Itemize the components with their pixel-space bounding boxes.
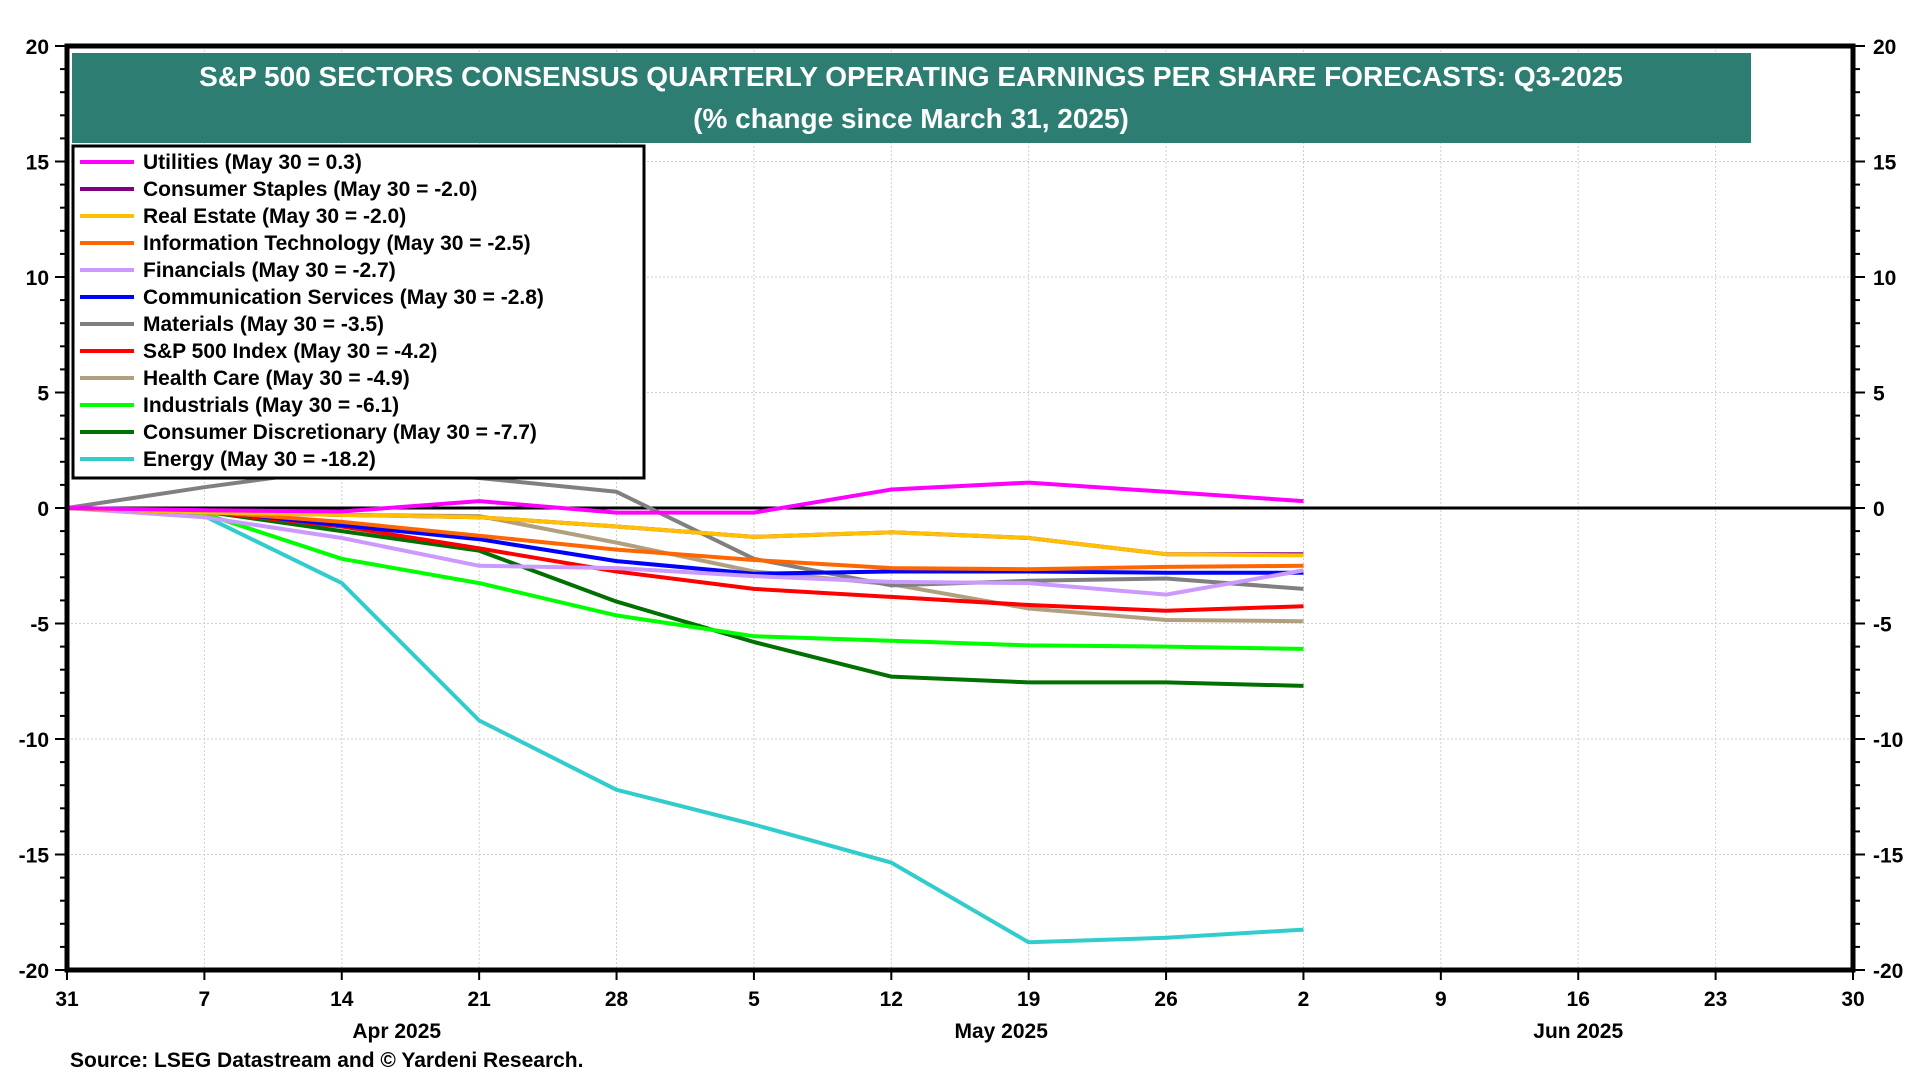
y-tick-label-right: 20 (1873, 36, 1896, 59)
y-tick-label-left: -10 (19, 729, 49, 752)
legend-label: Financials (May 30 = -2.7) (143, 259, 396, 282)
x-tick-label: 19 (1017, 988, 1040, 1011)
x-tick-label: 31 (55, 988, 79, 1011)
series-line-industrials (66, 506, 1304, 651)
y-tick-label-right: -20 (1873, 960, 1903, 983)
y-tick-label-left: 10 (26, 267, 49, 290)
legend-label: Health Care (May 30 = -4.9) (143, 367, 410, 390)
y-tick-label-right: 5 (1873, 383, 1885, 406)
y-tick-label-right: -10 (1873, 729, 1903, 752)
x-tick-label: 21 (467, 988, 491, 1011)
legend-label: Consumer Discretionary (May 30 = -7.7) (143, 421, 537, 444)
x-tick-label: 30 (1841, 988, 1864, 1011)
month-labels: Apr 2025 May 2025 Jun 2025 (352, 1020, 1623, 1043)
grid-layer (67, 46, 1853, 970)
y-tick-label-left: -5 (30, 614, 49, 637)
legend-label: Consumer Staples (May 30 = -2.0) (143, 178, 477, 201)
x-tick-label: 12 (880, 988, 903, 1011)
legend-label: S&P 500 Index (May 30 = -4.2) (143, 340, 437, 363)
x-tick-label: 26 (1154, 988, 1177, 1011)
y-tick-label-left: 20 (26, 36, 49, 59)
month-label: May 2025 (955, 1020, 1049, 1043)
y-tick-label-right: 0 (1873, 498, 1885, 521)
axes: 20 20 15 15 10 10 5 5 0 0 -5 -5 -10 -10 -15 -15 -20 -20 31… (19, 36, 1904, 1011)
y-tick-label-left: 5 (37, 383, 49, 406)
y-tick-label-left: -20 (19, 960, 49, 983)
y-tick-label-right: -15 (1873, 845, 1904, 868)
x-tick-label: 14 (330, 988, 354, 1011)
legend-box (71, 144, 646, 480)
x-tick-label: 9 (1435, 988, 1447, 1011)
series-line-information-technology (66, 506, 1304, 572)
legend-label: Utilities (May 30 = 0.3) (143, 151, 362, 174)
series-layer (66, 466, 1304, 945)
legend-label: Real Estate (May 30 = -2.0) (143, 205, 406, 228)
legend-label: Communication Services (May 30 = -2.8) (143, 286, 544, 309)
y-tick-label-left: 0 (37, 498, 49, 521)
y-tick-label-left: -15 (19, 845, 50, 868)
y-tick-label-right: 10 (1873, 267, 1896, 290)
x-tick-label: 7 (199, 988, 211, 1011)
chart-subtitle: (% change since March 31, 2025) (693, 103, 1129, 134)
legend-label: Industrials (May 30 = -6.1) (143, 394, 399, 417)
y-tick-label-right: -5 (1873, 614, 1892, 637)
x-tick-label: 5 (748, 988, 760, 1011)
x-tick-label: 23 (1704, 988, 1727, 1011)
legend-label: Materials (May 30 = -3.5) (143, 313, 384, 336)
chart-title: S&P 500 SECTORS CONSENSUS QUARTERLY OPER… (199, 61, 1623, 92)
series-line-utilities (66, 480, 1304, 515)
legend: Utilities (May 30 = 0.3) Consumer Staples… (71, 144, 646, 480)
series-line-financials (66, 506, 1304, 597)
x-tick-label: 28 (605, 988, 629, 1011)
title-banner (72, 53, 1751, 143)
x-tick-label: 16 (1567, 988, 1590, 1011)
y-tick-label-right: 15 (1873, 152, 1897, 175)
legend-label: Information Technology (May 30 = -2.5) (143, 232, 531, 255)
month-label: Jun 2025 (1533, 1020, 1623, 1043)
month-label: Apr 2025 (352, 1020, 441, 1043)
x-tick-label: 2 (1298, 988, 1310, 1011)
y-tick-label-left: 15 (26, 152, 50, 175)
source-note: Source: LSEG Datastream and © Yardeni Re… (70, 1049, 583, 1072)
legend-label: Energy (May 30 = -18.2) (143, 448, 376, 471)
series-line-consumer-discretionary (66, 506, 1304, 688)
series-line-energy (66, 506, 1304, 945)
series-line-real-estate (66, 506, 1304, 558)
